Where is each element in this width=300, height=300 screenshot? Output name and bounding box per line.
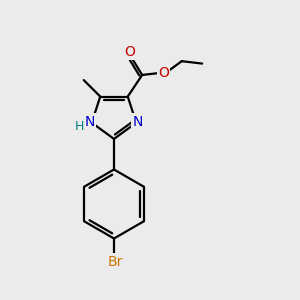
Text: O: O <box>124 45 135 59</box>
Text: O: O <box>158 66 169 80</box>
Text: N: N <box>133 115 143 128</box>
Text: N: N <box>84 115 94 128</box>
Text: H: H <box>74 120 84 133</box>
Text: Br: Br <box>107 255 123 268</box>
